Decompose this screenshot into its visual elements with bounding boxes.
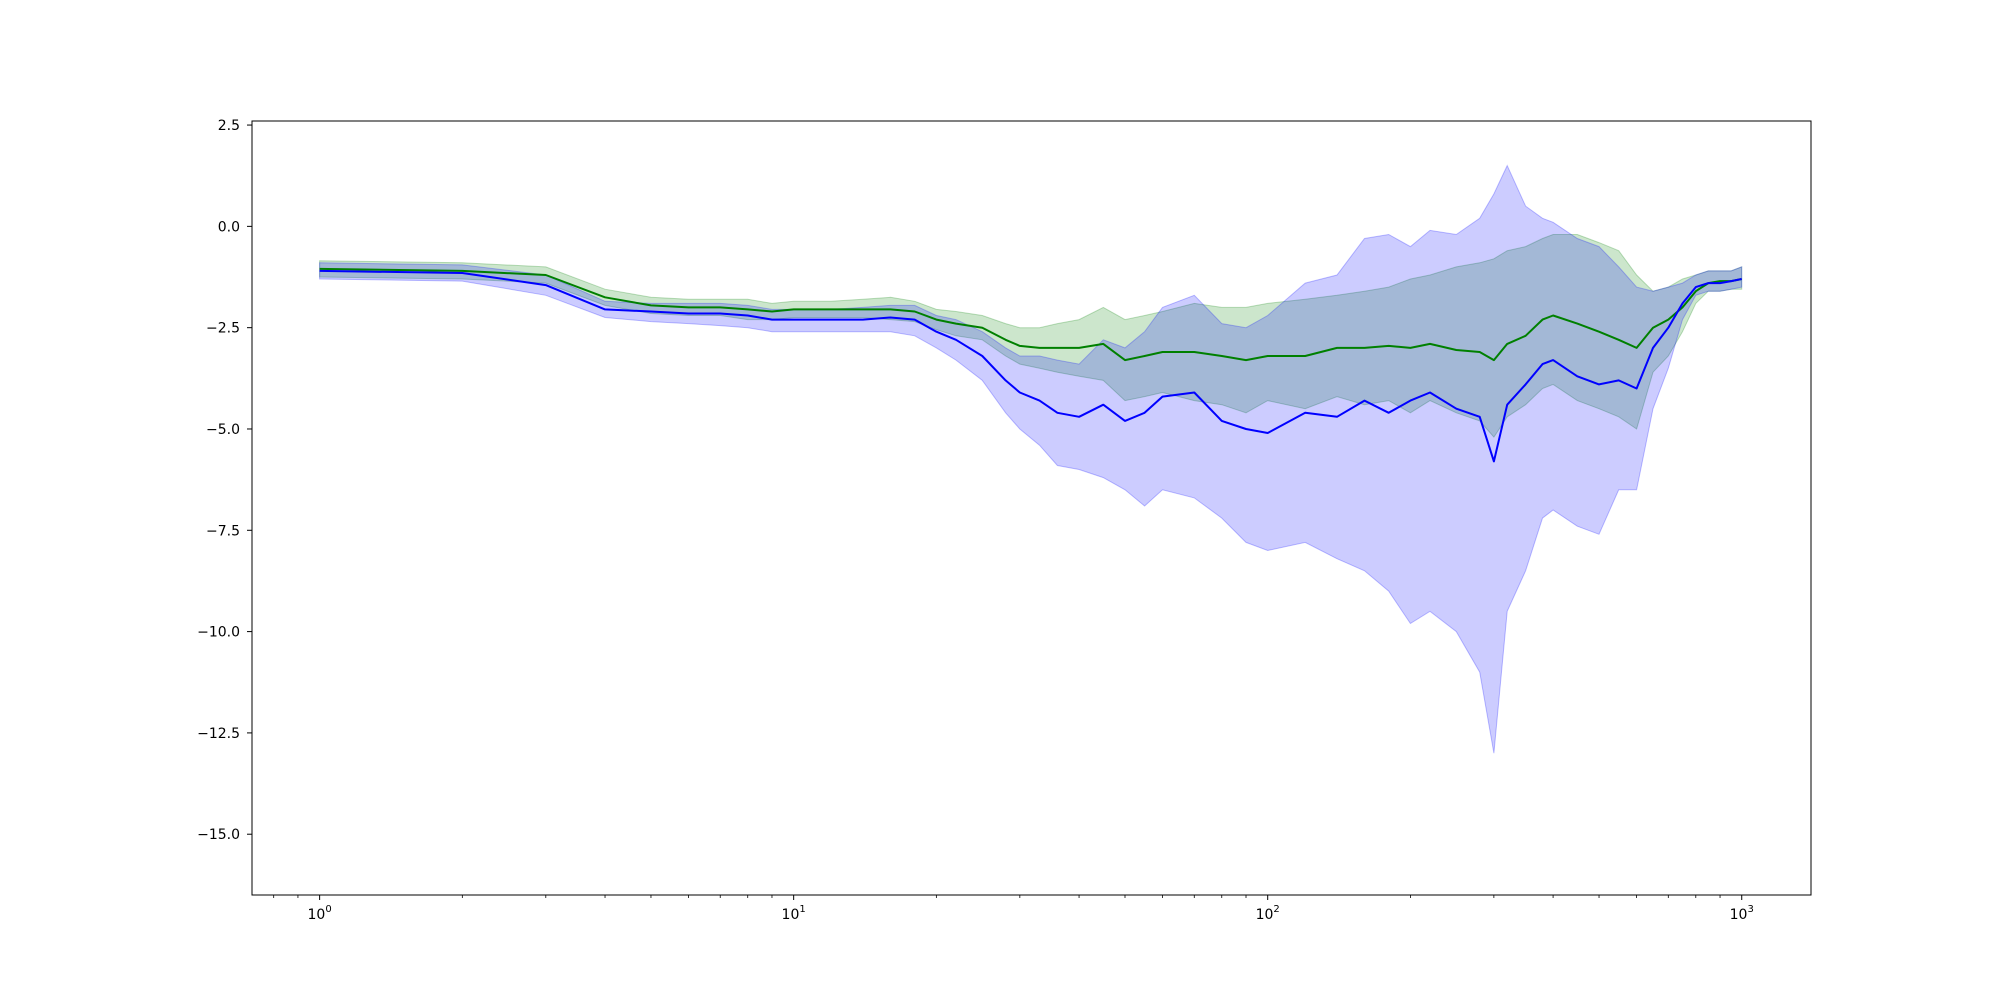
y-tick-label: −2.5 bbox=[206, 321, 240, 337]
plot-area bbox=[319, 164, 1743, 754]
y-axis: 2.5 0.0 −2.5 −5.0 −7.5 −10.0 −12.5 −15.0 bbox=[197, 118, 252, 843]
x-tick-exponent: 3 bbox=[1747, 904, 1753, 915]
x-tick-exponent: 1 bbox=[799, 904, 805, 915]
y-tick-label: −7.5 bbox=[206, 523, 240, 539]
y-tick-label: −10.0 bbox=[197, 625, 240, 641]
y-tick-label: −12.5 bbox=[197, 726, 240, 742]
series-1-band bbox=[319, 234, 1743, 438]
y-tick-label: −15.0 bbox=[197, 827, 240, 843]
series-group bbox=[319, 164, 1743, 754]
y-tick-label: 0.0 bbox=[218, 219, 240, 235]
x-tick-exponent: 0 bbox=[325, 904, 331, 915]
series-1-line bbox=[319, 267, 1742, 362]
axes-frame bbox=[251, 120, 1812, 896]
y-tick-label: 2.5 bbox=[218, 118, 240, 134]
x-tick-exponent: 2 bbox=[1273, 904, 1279, 915]
series-2-line bbox=[319, 269, 1742, 463]
y-tick-label: −5.0 bbox=[206, 422, 240, 438]
